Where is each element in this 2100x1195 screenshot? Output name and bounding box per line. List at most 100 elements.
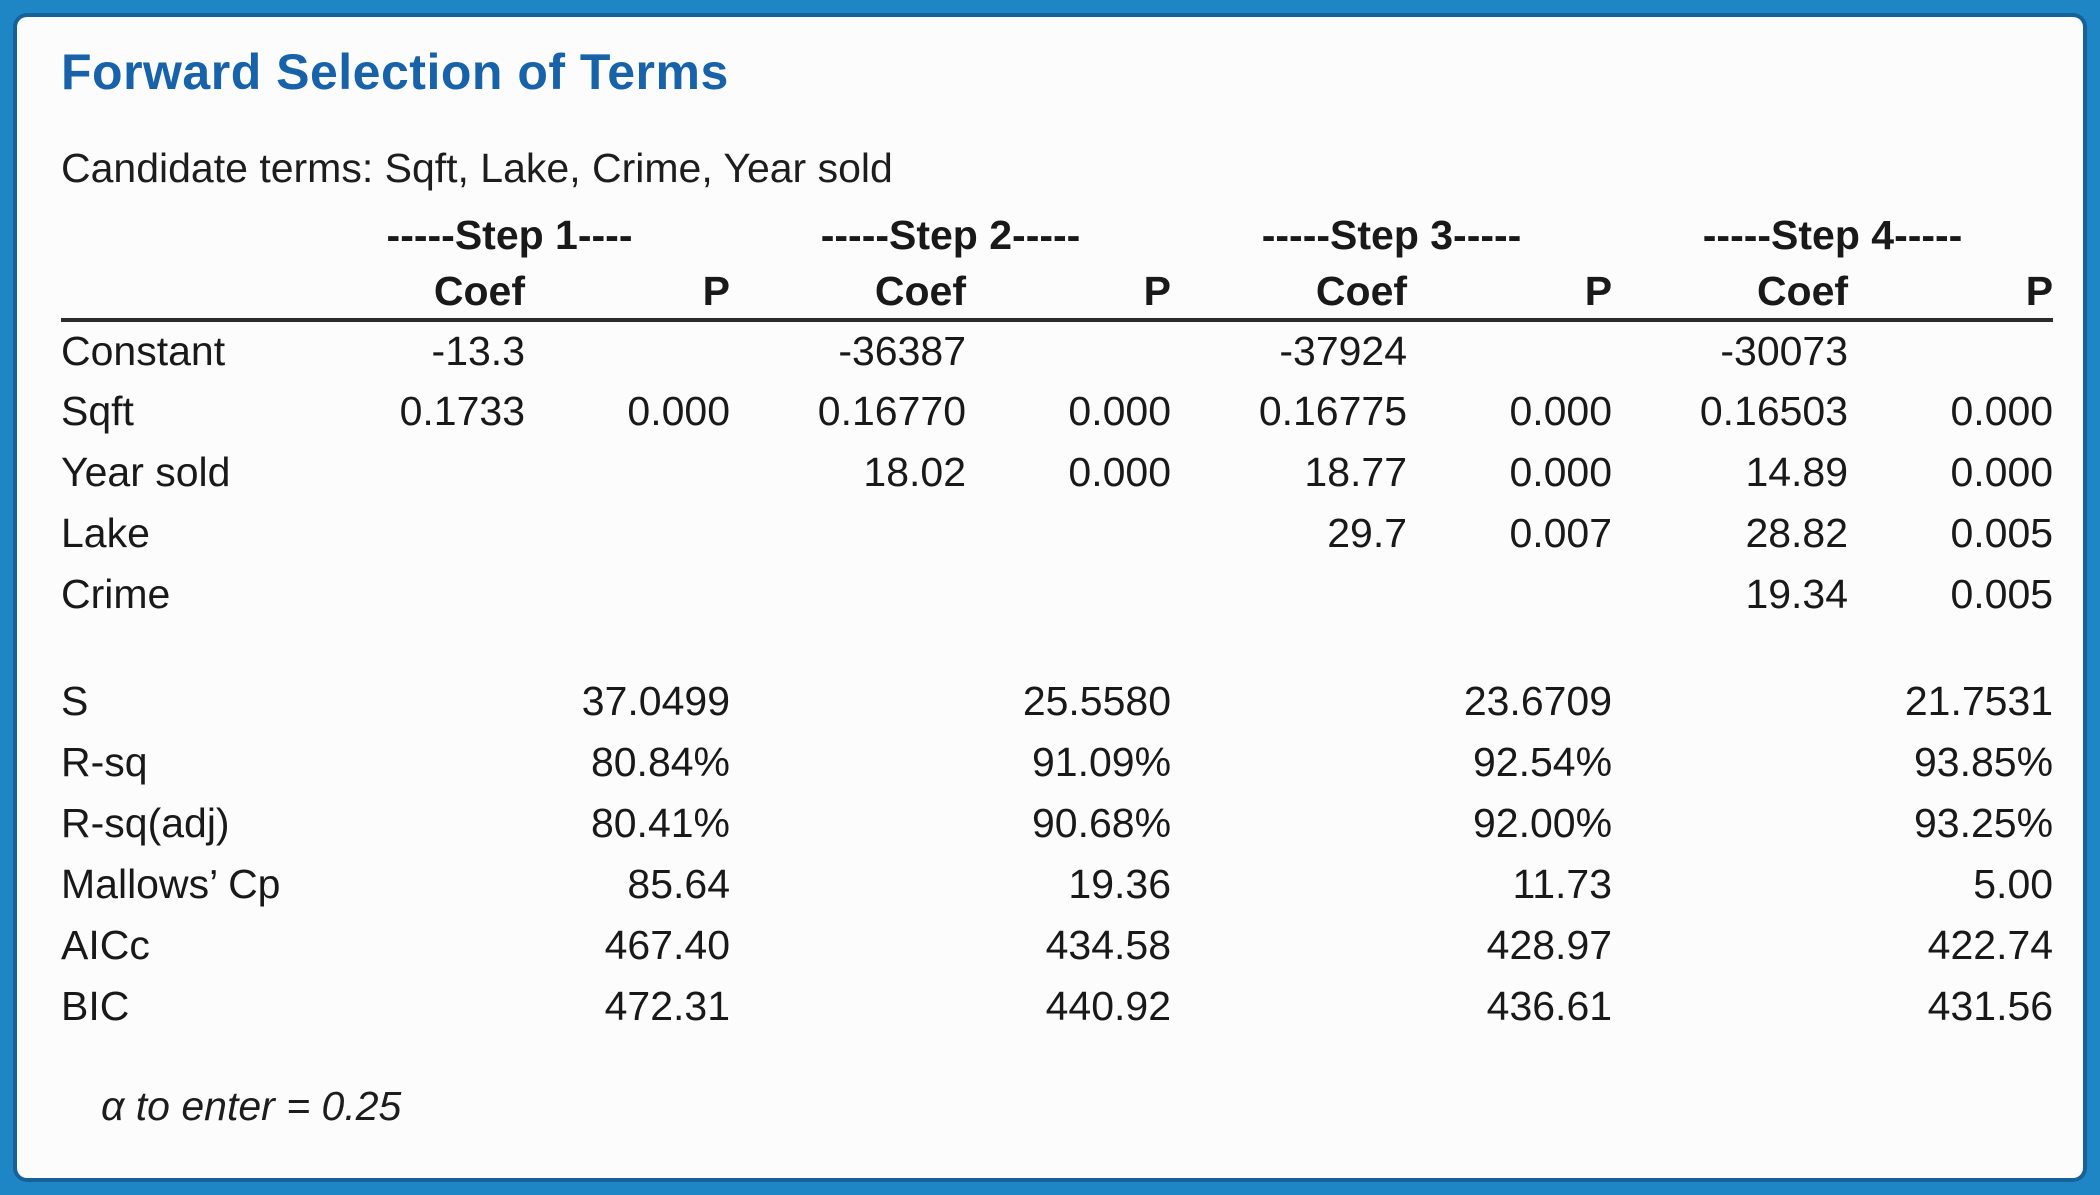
p-cell: 0.000 bbox=[1509, 388, 1613, 434]
coef-cell bbox=[730, 503, 966, 564]
p-cell: 0.005 bbox=[1950, 510, 2054, 556]
table-row-rsq-adj: R-sq(adj) 80.41% 90.68% 92.00% 93.25% bbox=[61, 793, 2053, 854]
stat-label: R-sq bbox=[61, 739, 148, 785]
coef-cell: 0.16775 bbox=[1258, 388, 1408, 434]
stat-value: 93.85% bbox=[1914, 739, 2054, 785]
p-cell bbox=[966, 564, 1171, 625]
p-header: P bbox=[525, 264, 731, 322]
stat-value: 80.41% bbox=[590, 800, 731, 846]
coef-cell bbox=[289, 442, 525, 503]
coef-header: Coef bbox=[289, 264, 525, 322]
p-cell: 0.000 bbox=[627, 388, 731, 434]
empty-corner-cell bbox=[61, 206, 289, 264]
table-row-bic: BIC 472.31 440.92 436.61 431.56 bbox=[61, 976, 2053, 1037]
p-cell bbox=[966, 503, 1171, 564]
stat-value: 5.00 bbox=[1973, 861, 2054, 907]
p-header: P bbox=[1407, 264, 1613, 322]
p-cell bbox=[1407, 320, 1612, 381]
stat-value: 19.36 bbox=[1068, 861, 1172, 907]
stat-value: 25.5580 bbox=[1022, 678, 1172, 724]
stat-value: 91.09% bbox=[1031, 739, 1172, 785]
stat-label: Mallows’ Cp bbox=[61, 861, 281, 907]
p-cell: 0.007 bbox=[1509, 510, 1613, 556]
p-cell: 0.000 bbox=[1068, 388, 1172, 434]
stat-value: 436.61 bbox=[1486, 983, 1613, 1029]
table-row-constant: Constant -13.3 -36387 -37924 -30073 bbox=[61, 320, 2053, 381]
p-cell: 0.000 bbox=[1068, 449, 1172, 495]
stat-label: BIC bbox=[61, 983, 130, 1029]
alpha-to-enter-note: α to enter = 0.25 bbox=[101, 1083, 402, 1129]
coef-cell: 0.16770 bbox=[817, 388, 967, 434]
p-cell bbox=[1848, 320, 2053, 381]
term-label: Constant bbox=[61, 328, 226, 374]
coef-cell bbox=[289, 564, 525, 625]
stat-value: 92.00% bbox=[1472, 800, 1613, 846]
p-cell bbox=[525, 503, 730, 564]
p-header: P bbox=[966, 264, 1172, 322]
coef-cell bbox=[289, 503, 525, 564]
step-3-header: -----Step 3----- bbox=[1261, 211, 1522, 258]
empty-label-header bbox=[61, 264, 289, 322]
step-4-header: -----Step 4----- bbox=[1702, 211, 1963, 258]
stat-label: AICc bbox=[61, 922, 150, 968]
table-row-sqft: Sqft 0.1733 0.000 0.16770 0.000 0.16775 … bbox=[61, 381, 2053, 442]
stat-value: 90.68% bbox=[1031, 800, 1172, 846]
table-row-s: S 37.0499 25.5580 23.6709 21.7531 bbox=[61, 671, 2053, 732]
stat-value: 11.73 bbox=[1512, 861, 1613, 907]
coef-cell: -30073 bbox=[1720, 328, 1849, 374]
coef-cell: 14.89 bbox=[1745, 449, 1849, 495]
coef-cell: -36387 bbox=[838, 328, 967, 374]
p-cell bbox=[966, 320, 1171, 381]
table-row-year-sold: Year sold 18.02 0.000 18.77 0.000 14.89 … bbox=[61, 442, 2053, 503]
coef-header: Coef bbox=[1171, 264, 1408, 322]
table-row-lake: Lake 29.7 0.007 28.82 0.005 bbox=[61, 503, 2053, 564]
stat-value: 472.31 bbox=[604, 983, 731, 1029]
coef-header: Coef bbox=[730, 264, 967, 322]
coef-cell: 29.7 bbox=[1327, 510, 1408, 556]
stat-value: 23.6709 bbox=[1463, 678, 1613, 724]
term-label: Crime bbox=[61, 571, 171, 617]
stat-value: 428.97 bbox=[1486, 922, 1613, 968]
output-panel: Forward Selection of Terms Candidate ter… bbox=[17, 17, 2083, 1178]
step-header-row: -----Step 1---- -----Step 2----- -----St… bbox=[61, 206, 2053, 264]
stat-value: 434.58 bbox=[1045, 922, 1172, 968]
coef-cell: 19.34 bbox=[1745, 571, 1849, 617]
coef-cell: -37924 bbox=[1279, 328, 1408, 374]
coef-cell: 18.02 bbox=[863, 449, 967, 495]
stat-value: 80.84% bbox=[590, 739, 731, 785]
p-cell bbox=[525, 564, 730, 625]
term-label: Year sold bbox=[61, 449, 231, 495]
p-header: P bbox=[1848, 264, 2054, 322]
coef-cell: 28.82 bbox=[1745, 510, 1849, 556]
table-row-mallows-cp: Mallows’ Cp 85.64 19.36 11.73 5.00 bbox=[61, 854, 2053, 915]
stat-label: S bbox=[61, 678, 89, 724]
stat-value: 93.25% bbox=[1914, 800, 2054, 846]
coef-cell bbox=[730, 564, 966, 625]
stat-value: 92.54% bbox=[1472, 739, 1613, 785]
p-cell: 0.000 bbox=[1509, 449, 1613, 495]
coef-cell: 18.77 bbox=[1304, 449, 1408, 495]
p-cell bbox=[1407, 564, 1612, 625]
table-row-aicc: AICc 467.40 434.58 428.97 422.74 bbox=[61, 915, 2053, 976]
candidate-terms-line: Candidate terms: Sqft, Lake, Crime, Year… bbox=[61, 145, 893, 191]
term-label: Sqft bbox=[61, 388, 134, 434]
coef-cell: 0.1733 bbox=[399, 388, 525, 434]
stat-value: 440.92 bbox=[1045, 983, 1172, 1029]
p-cell: 0.005 bbox=[1950, 571, 2054, 617]
step-2-header: -----Step 2----- bbox=[820, 211, 1081, 258]
coef-cell: -13.3 bbox=[431, 328, 525, 374]
column-header-row: Coef P Coef P Coef P Coef P bbox=[61, 264, 2054, 322]
term-label: Lake bbox=[61, 510, 150, 556]
table-row-crime: Crime 19.34 0.005 bbox=[61, 564, 2053, 625]
stat-value: 422.74 bbox=[1927, 922, 2054, 968]
stat-value: 21.7531 bbox=[1904, 678, 2054, 724]
stat-value: 467.40 bbox=[604, 922, 731, 968]
stat-value: 37.0499 bbox=[581, 678, 731, 724]
step-1-header: -----Step 1---- bbox=[386, 211, 633, 258]
table-row-rsq: R-sq 80.84% 91.09% 92.54% 93.85% bbox=[61, 732, 2053, 793]
page-title: Forward Selection of Terms bbox=[61, 44, 729, 100]
p-cell bbox=[525, 320, 730, 381]
coef-cell: 0.16503 bbox=[1699, 388, 1849, 434]
stat-value: 431.56 bbox=[1927, 983, 2054, 1029]
p-cell: 0.000 bbox=[1950, 449, 2054, 495]
